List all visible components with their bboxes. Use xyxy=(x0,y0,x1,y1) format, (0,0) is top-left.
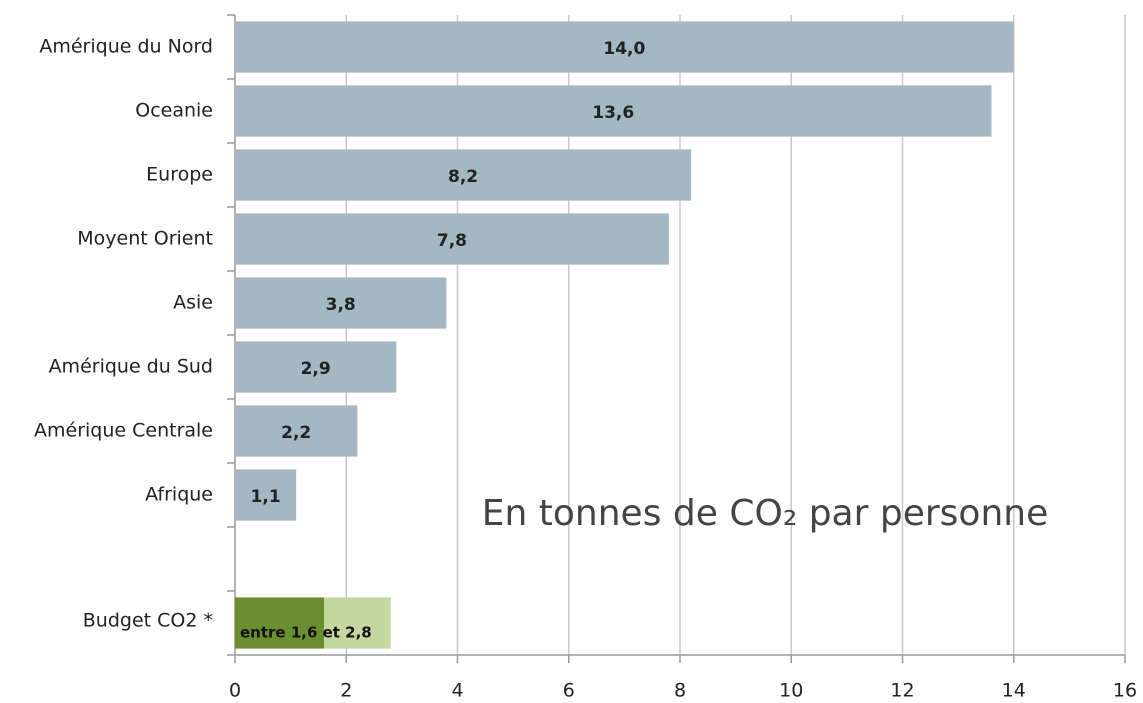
bar xyxy=(235,341,397,393)
bar xyxy=(235,469,297,521)
annotation: En tonnes de CO₂ par personne xyxy=(482,493,1048,534)
bar xyxy=(235,277,447,329)
category-label: Amérique Centrale xyxy=(34,420,213,442)
value-label: 7,8 xyxy=(437,231,467,251)
x-tick-label: 2 xyxy=(340,680,352,702)
value-label: 2,9 xyxy=(301,359,331,379)
bar xyxy=(235,213,669,265)
category-label: Asie xyxy=(173,292,213,314)
budget-low-bar xyxy=(235,597,324,649)
x-tick-label: 10 xyxy=(779,680,803,702)
value-label: 2,2 xyxy=(281,423,311,443)
bar xyxy=(235,149,692,201)
category-label: Oceanie xyxy=(135,100,213,122)
bar xyxy=(235,21,1014,73)
x-tick-label: 6 xyxy=(563,680,575,702)
value-label: 13,6 xyxy=(592,103,634,123)
category-label: Amérique du Sud xyxy=(49,356,213,378)
category-label: Moyent Orient xyxy=(77,228,213,250)
x-tick-label: 12 xyxy=(890,680,914,702)
budget-label: entre 1,6 et 2,8 xyxy=(240,624,372,642)
value-label: 1,1 xyxy=(251,487,281,507)
category-label: Budget CO2 * xyxy=(83,610,213,632)
category-label: Amérique du Nord xyxy=(39,36,213,58)
bar xyxy=(235,85,992,137)
budget-high-bar xyxy=(324,597,391,649)
x-tick-label: 14 xyxy=(1002,680,1026,702)
value-label: 3,8 xyxy=(326,295,356,315)
x-tick-label: 8 xyxy=(674,680,686,702)
x-tick-label: 0 xyxy=(229,680,241,702)
x-tick-label: 4 xyxy=(451,680,463,702)
value-label: 8,2 xyxy=(448,167,478,187)
category-label: Europe xyxy=(146,164,213,186)
x-tick-label: 16 xyxy=(1113,680,1137,702)
category-label: Afrique xyxy=(145,484,213,506)
value-label: 14,0 xyxy=(603,39,645,59)
bar xyxy=(235,405,358,457)
